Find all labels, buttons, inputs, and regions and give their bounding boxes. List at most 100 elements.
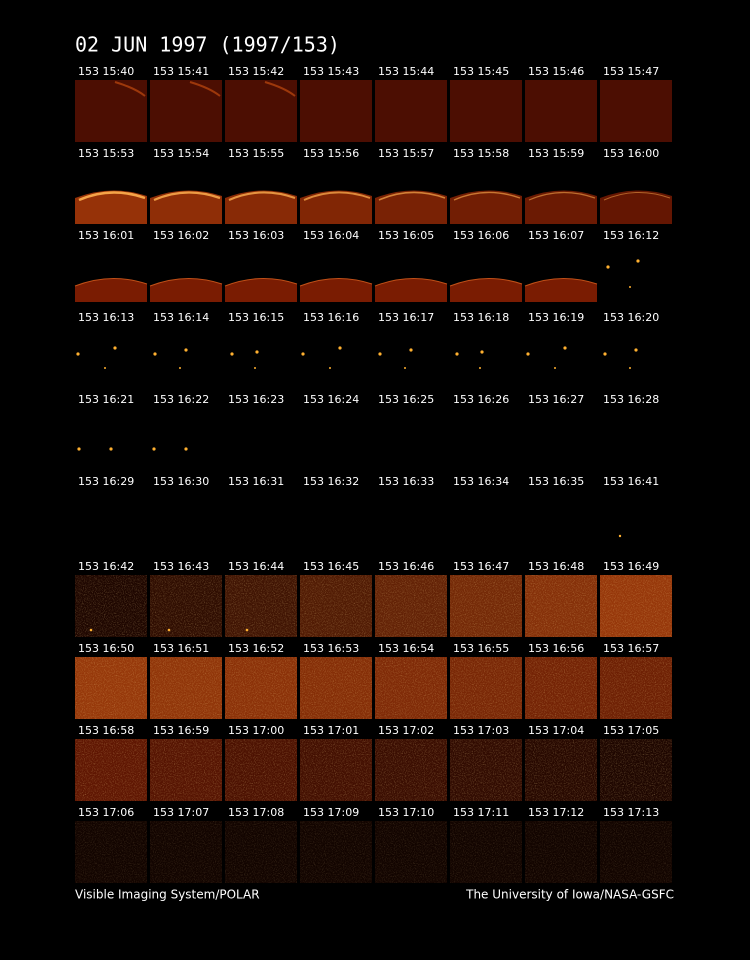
footer-left: Visible Imaging System/POLAR bbox=[75, 888, 260, 902]
frame-label: 153 16:55 bbox=[453, 642, 509, 655]
frame-label: 153 15:57 bbox=[378, 147, 434, 160]
aurora-arc bbox=[603, 191, 671, 201]
star bbox=[636, 259, 640, 263]
earth-limb bbox=[75, 278, 147, 302]
star bbox=[409, 348, 413, 352]
frame-image bbox=[75, 575, 147, 637]
frame-label: 153 16:03 bbox=[228, 229, 284, 242]
frame-image bbox=[525, 739, 597, 801]
title: 02 JUN 1997 (1997/153) bbox=[75, 33, 340, 57]
star bbox=[184, 447, 188, 451]
frame-label: 153 15:44 bbox=[378, 65, 434, 78]
image-noise bbox=[225, 657, 297, 719]
frame-label: 153 16:02 bbox=[153, 229, 209, 242]
image-noise bbox=[450, 821, 522, 883]
aurora-arc bbox=[228, 191, 296, 201]
frame-grid: 153 15:40 153 15:41 153 15:42 153 15:43 153 … bbox=[74, 65, 672, 883]
aurora-arc bbox=[378, 191, 446, 201]
star bbox=[179, 367, 181, 369]
frame-label: 153 15:56 bbox=[303, 147, 359, 160]
frame-label: 153 16:19 bbox=[528, 311, 584, 324]
frame-image bbox=[75, 657, 147, 719]
earth-limb bbox=[150, 278, 222, 302]
star bbox=[563, 346, 567, 350]
frame-label: 153 17:12 bbox=[528, 806, 584, 819]
frame-image bbox=[450, 657, 522, 719]
frame-image bbox=[299, 277, 373, 302]
frame-label: 153 17:09 bbox=[303, 806, 359, 819]
image-noise bbox=[75, 739, 147, 801]
frame-label: 153 16:16 bbox=[303, 311, 359, 324]
frame-label: 153 16:54 bbox=[378, 642, 434, 655]
star bbox=[254, 367, 256, 369]
frame-image bbox=[526, 346, 567, 369]
frame-image bbox=[378, 348, 413, 369]
frame-image bbox=[225, 739, 297, 801]
frame-image bbox=[230, 350, 259, 369]
frame-label: 153 17:08 bbox=[228, 806, 284, 819]
frame-image bbox=[450, 739, 522, 801]
star bbox=[76, 352, 80, 356]
frame-image bbox=[152, 447, 188, 451]
frame-image bbox=[600, 821, 672, 883]
frame-image bbox=[375, 575, 447, 637]
footer-right: The University of Iowa/NASA-GSFC bbox=[465, 888, 674, 902]
earth-limb bbox=[75, 190, 147, 224]
frame-image bbox=[150, 190, 222, 224]
frame-image bbox=[150, 739, 222, 801]
star bbox=[629, 367, 631, 369]
star bbox=[329, 367, 331, 369]
earth-limb bbox=[150, 190, 222, 224]
star bbox=[301, 352, 305, 356]
frame-image bbox=[150, 657, 222, 719]
frame-label: 153 16:24 bbox=[303, 393, 359, 406]
image-noise bbox=[225, 575, 297, 637]
frame-image bbox=[450, 80, 522, 142]
frame-image bbox=[75, 80, 147, 142]
frame-image bbox=[450, 821, 522, 883]
frame-image bbox=[525, 80, 597, 142]
star bbox=[480, 350, 484, 354]
star bbox=[89, 628, 93, 632]
image-noise bbox=[150, 657, 222, 719]
frame-image bbox=[375, 657, 447, 719]
image-bg bbox=[525, 80, 597, 142]
image-noise bbox=[600, 739, 672, 801]
frame-image bbox=[225, 575, 297, 637]
frame-image bbox=[74, 277, 148, 302]
aurora-arc bbox=[303, 191, 371, 201]
frame-label: 153 16:22 bbox=[153, 393, 209, 406]
frame-label: 153 17:00 bbox=[228, 724, 284, 737]
frame-label: 153 16:30 bbox=[153, 475, 209, 488]
frame-image bbox=[150, 575, 222, 637]
frame-label: 153 17:13 bbox=[603, 806, 659, 819]
frame-label: 153 16:52 bbox=[228, 642, 284, 655]
frame-image bbox=[525, 821, 597, 883]
star bbox=[230, 352, 234, 356]
frame-label: 153 16:51 bbox=[153, 642, 209, 655]
star bbox=[634, 348, 638, 352]
frame-label: 153 15:58 bbox=[453, 147, 509, 160]
frame-label: 153 16:31 bbox=[228, 475, 284, 488]
star bbox=[378, 352, 382, 356]
star bbox=[113, 346, 117, 350]
earth-limb bbox=[525, 278, 597, 302]
frame-label: 153 17:07 bbox=[153, 806, 209, 819]
frame-label: 153 16:21 bbox=[78, 393, 134, 406]
frame-label: 153 16:34 bbox=[453, 475, 509, 488]
frame-image bbox=[606, 259, 640, 288]
frame-label: 153 17:10 bbox=[378, 806, 434, 819]
aurora-arc bbox=[149, 277, 223, 287]
frame-label: 153 16:29 bbox=[78, 475, 134, 488]
star bbox=[338, 346, 342, 350]
frame-image bbox=[300, 575, 372, 637]
frame-label: 153 16:43 bbox=[153, 560, 209, 573]
frame-label: 153 16:33 bbox=[378, 475, 434, 488]
frame-label: 153 16:27 bbox=[528, 393, 584, 406]
star bbox=[404, 367, 406, 369]
frame-label: 153 16:17 bbox=[378, 311, 434, 324]
image-noise bbox=[300, 575, 372, 637]
frame-label: 153 16:07 bbox=[528, 229, 584, 242]
frame-label: 153 16:57 bbox=[603, 642, 659, 655]
frame-label: 153 15:47 bbox=[603, 65, 659, 78]
